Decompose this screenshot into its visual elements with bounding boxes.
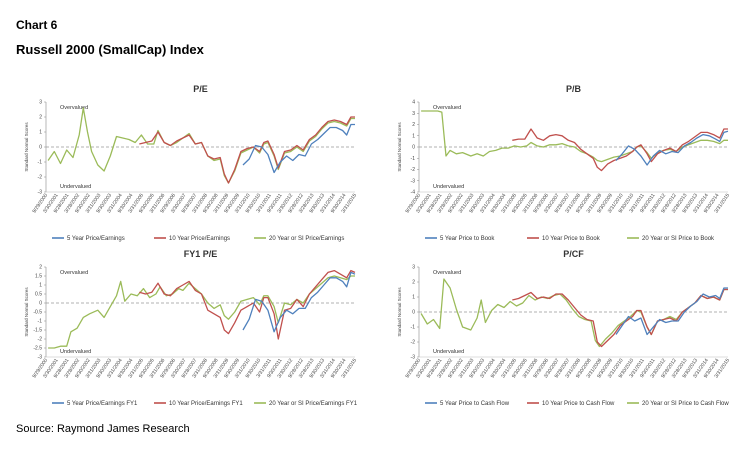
- overvalued-label: Overvalued: [60, 105, 88, 111]
- y-tick-label: -1: [38, 319, 43, 325]
- undervalued-label: Undervalued: [433, 184, 464, 190]
- series-line-2: [421, 110, 728, 163]
- y-tick-label: -3: [411, 355, 416, 361]
- y-tick-label: 3: [412, 111, 415, 117]
- chart-panel-pe: P/E -3 -2 -1 0 1 2 3 Standard Normal Scores Overv…: [10, 80, 365, 250]
- y-tick-label: -2: [38, 337, 43, 343]
- legend-label: 20 Year or SI Price to Cash Flow: [642, 401, 729, 407]
- chart-svg: P/E -3 -2 -1 0 1 2 3 Standard Normal Scores Overv…: [24, 84, 358, 242]
- y-tick-label: 1: [412, 133, 415, 139]
- y-tick-label: 0: [412, 310, 415, 316]
- y-tick-label: -0.5: [33, 310, 42, 316]
- series-line-1: [512, 128, 728, 172]
- y-tick-label: 4: [412, 100, 415, 106]
- y-tick-label: -4: [411, 190, 416, 196]
- undervalued-label: Undervalued: [433, 349, 464, 355]
- y-axis-label: Standard Normal Scores: [24, 287, 29, 337]
- y-tick-label: 1.5: [35, 274, 42, 280]
- legend-label: 10 Year Price to Book: [542, 236, 601, 242]
- legend-label: 20 Year or SI Price/Earnings FY1: [269, 401, 358, 407]
- legend-label: 20 Year or SI Price/Earnings: [269, 236, 344, 242]
- series-line-0: [242, 123, 355, 174]
- undervalued-label: Undervalued: [60, 184, 91, 190]
- chart-panel-fy1-pe: FY1 P/E -3 -2.5 -2 -1.5 -1 -0.5 0 0.5 1 1.5 2 Standa…: [10, 245, 365, 415]
- y-tick-label: -2: [411, 167, 416, 173]
- y-tick-label: 0: [39, 301, 42, 307]
- overvalued-label: Overvalued: [433, 105, 461, 111]
- undervalued-label: Undervalued: [60, 349, 91, 355]
- legend-label: 10 Year Price to Cash Flow: [542, 401, 615, 407]
- chart-svg: P/B -4 -3 -2 -1 0 1 2 3 4 Standard Normal Scores Ov…: [397, 84, 731, 242]
- chart-svg: FY1 P/E -3 -2.5 -2 -1.5 -1 -0.5 0 0.5 1 1.5 2 Standa…: [24, 249, 358, 407]
- y-tick-label: 2: [39, 115, 42, 121]
- y-tick-label: -1: [411, 156, 416, 162]
- y-tick-label: 1: [39, 283, 42, 289]
- legend-label: 5 Year Price/Earnings: [67, 236, 125, 242]
- y-tick-label: 3: [412, 265, 415, 271]
- chart-svg: P/CF -3 -2 -1 0 1 2 3 Standard Normal Scores Over…: [397, 249, 731, 407]
- y-tick-label: -2: [411, 340, 416, 346]
- y-tick-label: -3: [38, 190, 43, 196]
- y-axis-label: Standard Normal Scores: [397, 287, 402, 337]
- y-tick-label: 2: [39, 265, 42, 271]
- page-title: Russell 2000 (SmallCap) Index: [16, 42, 204, 57]
- chart-title: P/CF: [563, 249, 584, 259]
- y-tick-label: -3: [38, 355, 43, 361]
- overvalued-label: Overvalued: [433, 270, 461, 276]
- y-tick-label: 0: [412, 145, 415, 151]
- y-tick-label: -1: [411, 325, 416, 331]
- series-line-0: [615, 287, 728, 336]
- y-tick-label: 2: [412, 122, 415, 128]
- y-tick-label: 0.5: [35, 292, 42, 298]
- series-line-1: [139, 269, 356, 340]
- chart-panel-pb: P/B -4 -3 -2 -1 0 1 2 3 4 Standard Normal Scores Ov…: [383, 80, 738, 250]
- y-axis-label: Standard Normal Scores: [397, 122, 402, 172]
- y-tick-label: 0: [39, 145, 42, 151]
- series-line-2: [48, 275, 355, 349]
- y-tick-label: 2: [412, 280, 415, 286]
- y-tick-label: 1: [412, 295, 415, 301]
- y-axis-label: Standard Normal Scores: [24, 122, 29, 172]
- series-line-1: [139, 116, 355, 184]
- chart-title: P/B: [566, 84, 582, 94]
- legend-label: 20 Year or SI Price to Book: [642, 236, 715, 242]
- y-tick-label: -1: [38, 160, 43, 166]
- legend-label: 5 Year Price to Cash Flow: [440, 401, 510, 407]
- series-line-0: [615, 130, 729, 166]
- legend-label: 10 Year Price/Earnings: [169, 236, 230, 242]
- y-tick-label: -3: [411, 178, 416, 184]
- series-line-2: [47, 107, 355, 184]
- series-line-0: [242, 271, 356, 333]
- legend-label: 5 Year Price to Book: [440, 236, 495, 242]
- y-tick-label: 3: [39, 100, 42, 106]
- legend-label: 10 Year Price/Earnings FY1: [169, 401, 243, 407]
- chart-title: P/E: [193, 84, 208, 94]
- y-tick-label: -2: [38, 175, 43, 181]
- overvalued-label: Overvalued: [60, 270, 88, 276]
- source-note: Source: Raymond James Research: [16, 423, 190, 435]
- y-tick-label: -2.5: [33, 346, 42, 352]
- chart-number: Chart 6: [16, 18, 58, 32]
- legend-label: 5 Year Price/Earnings FY1: [67, 401, 138, 407]
- y-tick-label: -1.5: [33, 328, 42, 334]
- y-tick-label: 1: [39, 130, 42, 136]
- chart-panel-pcf: P/CF -3 -2 -1 0 1 2 3 Standard Normal Scores Over…: [383, 245, 738, 415]
- chart-title: FY1 P/E: [184, 249, 218, 259]
